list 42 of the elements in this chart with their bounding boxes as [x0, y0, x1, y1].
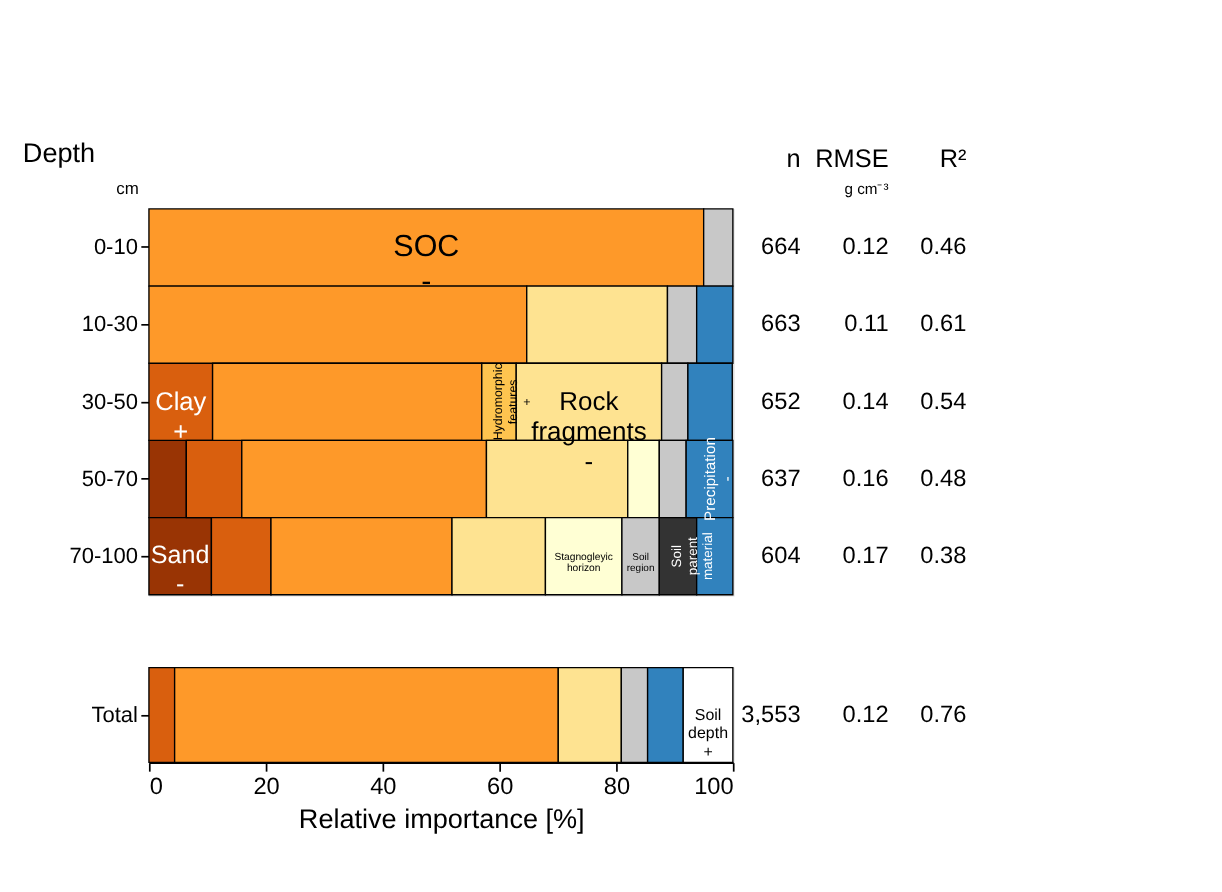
text: 0.16	[842, 463, 890, 492]
text: 0.12	[842, 232, 889, 261]
text: RMSE	[815, 144, 889, 173]
x-tick-label: 60	[486, 771, 515, 800]
x-tick-label: 80	[603, 771, 631, 800]
y-tick-label: 50-70	[81, 467, 138, 492]
x-axis-title: Relative importance [%]	[298, 803, 585, 834]
series-label: SOC -	[393, 229, 460, 299]
text: n	[786, 144, 801, 173]
x-tick-label: 0	[149, 771, 164, 800]
text: 0.76	[920, 699, 968, 728]
text: 0.46	[920, 232, 968, 261]
y-tick-label: Total	[91, 703, 138, 728]
text: 3,553	[741, 699, 802, 728]
text: 0.54	[920, 386, 968, 415]
text: g cm⁻³	[844, 179, 890, 198]
text: 664	[761, 232, 802, 261]
text: R²	[939, 144, 967, 173]
text: 663	[761, 309, 802, 338]
text: 0.14	[842, 386, 890, 415]
series-label: Sand -	[150, 540, 210, 598]
x-tick-label: 100	[694, 771, 735, 800]
text: 0.12	[842, 699, 889, 728]
series-label: Rock fragments -	[531, 386, 648, 477]
y-tick-label: 10-30	[81, 313, 138, 338]
series-label: Precipitation -	[700, 437, 737, 521]
y-tick-label: 70-100	[69, 544, 138, 569]
text: 0.17	[842, 540, 889, 569]
series-label: Clay +	[155, 386, 208, 446]
y-tick-label: 0-10	[93, 236, 138, 261]
text: 637	[761, 463, 801, 492]
x-tick-label: 20	[253, 771, 281, 800]
y-axis-title: Depth	[22, 138, 96, 169]
text: 652	[761, 386, 801, 415]
text: 0.61	[920, 309, 967, 338]
x-tick-label: 40	[370, 771, 398, 800]
y-tick-label: 30-50	[81, 390, 138, 415]
text: 0.48	[920, 463, 968, 492]
text: cm	[116, 177, 139, 198]
text: 604	[761, 540, 802, 569]
text: 0.11	[844, 309, 889, 338]
text: 0.38	[920, 540, 968, 569]
